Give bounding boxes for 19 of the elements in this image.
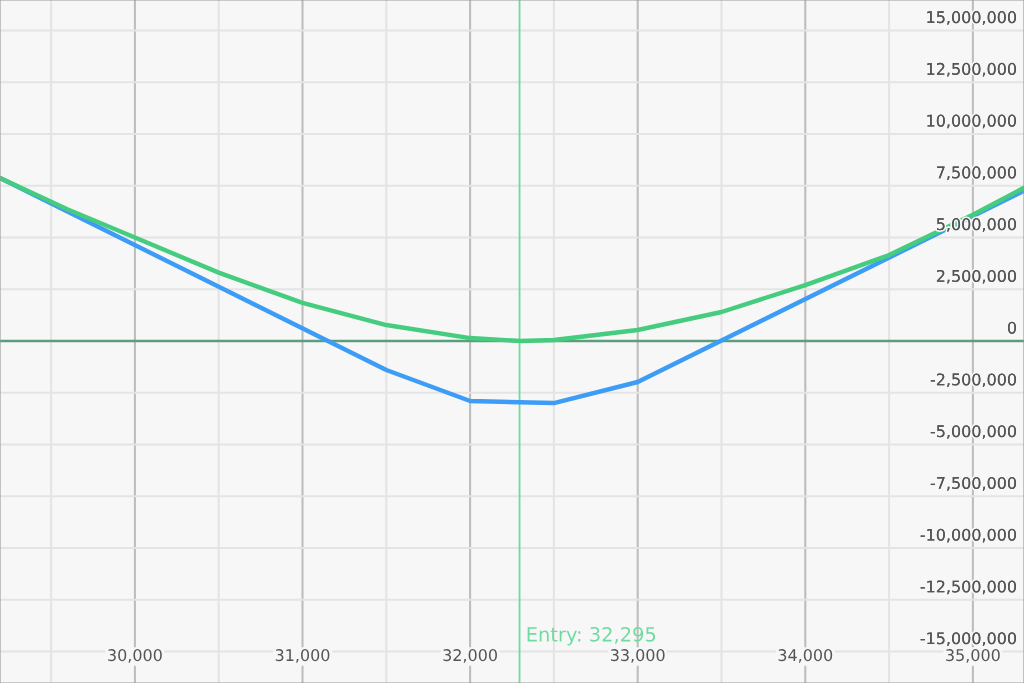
y-tick-label: 0 — [1007, 321, 1016, 334]
y-tick-label: -2,500,000 — [930, 373, 1016, 388]
x-tick-label: 34,000 — [778, 649, 833, 663]
y-tick-label: 7,500,000 — [937, 166, 1016, 181]
x-tick-label: 32,000 — [443, 649, 497, 663]
y-tick-label: -5,000,000 — [930, 425, 1016, 439]
y-tick-label: -7,500,000 — [930, 476, 1016, 491]
ref-line-label: Entry: 32,295 — [527, 626, 656, 646]
y-tick-label: 2,500,000 — [936, 269, 1016, 284]
y-tick-label: -15,000,000 — [920, 632, 1016, 646]
x-tick-label: 35,000 — [946, 649, 1000, 663]
x-tick-label: 30,000 — [108, 649, 162, 663]
y-tick-label: 12,500,000 — [927, 62, 1016, 77]
y-tick-label: -12,500,000 — [920, 580, 1016, 595]
x-tick-label: 31,000 — [275, 649, 330, 663]
y-tick-label: 15,000,000 — [927, 11, 1016, 25]
y-tick-label: 10,000,000 — [927, 114, 1016, 129]
y-tick-label: -10,000,000 — [920, 528, 1016, 543]
x-tick-label: 33,000 — [610, 649, 665, 663]
